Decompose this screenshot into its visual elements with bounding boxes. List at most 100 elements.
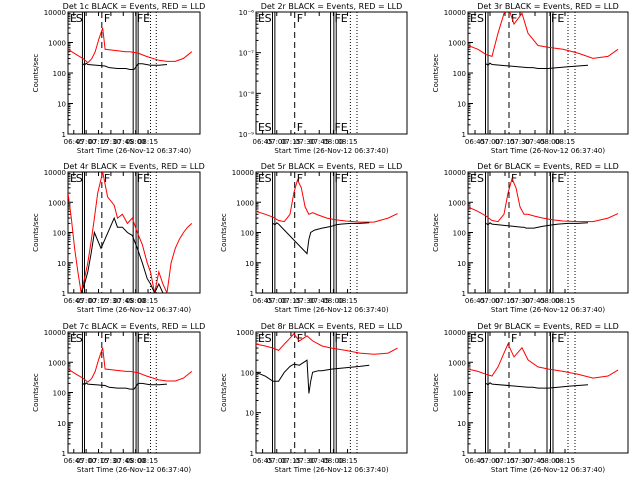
plot-frame: [255, 171, 408, 294]
marker-label: S: [76, 332, 83, 345]
chart-title: Det 6r BLACK = Events, RED = LLD: [477, 162, 619, 171]
x-tick-label: 07:45: [113, 297, 133, 305]
y-tick-label: 10000: [44, 169, 66, 177]
x-tick-label: 07:00: [480, 297, 500, 305]
marker-label: F: [297, 332, 303, 345]
series-line: [485, 222, 589, 229]
x-tick-label: 07:00: [76, 297, 96, 305]
y-tick-label: 10: [57, 420, 66, 428]
panel-2: Det 2r BLACK = Events, RED = LLD06:4507:…: [239, 2, 408, 155]
series-line: [485, 62, 589, 69]
panel-7: Det 7c BLACK = Events, RED = LLD06:4507:…: [32, 322, 205, 474]
chart-title: Det 8r BLACK = Events, RED = LLD: [261, 322, 403, 331]
x-axis-label: Start Time (26-Nov-12 06:37:40): [491, 306, 605, 314]
y-tick-label: 10: [457, 101, 466, 109]
x-axis-label: Start Time (26-Nov-12 06:37:40): [274, 147, 388, 155]
series-group: [68, 172, 193, 293]
plot-frame: [67, 331, 201, 454]
y-tick-label: 10000: [232, 169, 254, 177]
marker-label: FE: [137, 12, 150, 25]
marker-label: E: [70, 12, 77, 25]
x-tick-label: 06:45: [253, 138, 273, 146]
series-line: [485, 382, 589, 389]
panel-9: Det 9r BLACK = Events, RED = LLD 06:4507:…: [432, 322, 629, 474]
series-group: [468, 342, 619, 389]
x-tick-label: 08:00: [540, 297, 560, 305]
y-tick-label: 10⁻⁶: [239, 9, 255, 17]
plot-frame: [467, 171, 629, 294]
marker-label: S: [265, 332, 272, 345]
x-tick-label: 08:00: [540, 457, 560, 465]
x-axis-label: Start Time (26-Nov-12 06:37:40): [274, 466, 388, 474]
series-line: [468, 177, 619, 223]
x-tick-label: 07:45: [525, 138, 545, 146]
y-tick-label: 1000: [448, 359, 466, 367]
chart-title: Det 9r BLACK = Events, RED = LLD: [477, 322, 619, 331]
marker-label: S: [76, 172, 83, 185]
y-tick-label: 10⁻⁸: [239, 90, 255, 98]
y-tick-label: 1000: [448, 40, 466, 48]
series-line: [256, 178, 398, 223]
series-line: [82, 382, 168, 390]
x-tick-label: 06:45: [465, 457, 485, 465]
y-tick-label: 10: [457, 420, 466, 428]
x-tick-label: 07:15: [88, 297, 108, 305]
marker-label: E: [258, 12, 265, 25]
y-tick-label: 100: [53, 70, 66, 78]
series-line: [272, 222, 370, 255]
marker-label: E: [70, 332, 77, 345]
x-tick-label: 07:00: [267, 297, 287, 305]
x-tick-label: 06:45: [64, 138, 84, 146]
y-tick-label: 10⁻⁹: [239, 131, 255, 139]
x-tick-label: 06:45: [64, 457, 84, 465]
chart-title: Det 2r BLACK = Events, RED = LLD: [261, 2, 403, 11]
y-tick-label: 1: [62, 131, 66, 139]
plot-frame: [255, 11, 408, 135]
x-tick-label: 07:45: [113, 138, 133, 146]
x-tick-label: 08:15: [555, 297, 575, 305]
y-tick-label: 10⁻⁷: [239, 50, 255, 58]
x-tick-label: 07:15: [495, 138, 515, 146]
x-axis-label: Start Time (26-Nov-12 06:37:40): [77, 306, 191, 314]
x-tick-label: 07:30: [295, 297, 315, 305]
series-group: [468, 12, 619, 69]
series-line: [80, 216, 167, 293]
y-tick-label: 10: [245, 260, 254, 268]
y-tick-label: 100: [453, 230, 466, 238]
series-group: [68, 27, 193, 70]
x-tick-label: 07:15: [495, 297, 515, 305]
x-tick-label: 06:45: [465, 297, 485, 305]
x-tick-label: 08:15: [138, 297, 158, 305]
marker-label: FE: [551, 12, 564, 25]
x-tick-label: 07:15: [281, 457, 301, 465]
x-tick-label: 07:00: [267, 457, 287, 465]
x-tick-label: 08:15: [337, 297, 357, 305]
x-tick-label: 07:15: [281, 297, 301, 305]
marker-label: S: [477, 172, 484, 185]
x-tick-label: 06:45: [465, 138, 485, 146]
x-tick-label: 07:45: [309, 297, 329, 305]
series-line: [468, 342, 619, 379]
y-axis-label: Counts/sec: [220, 213, 228, 252]
x-tick-label: 07:00: [480, 457, 500, 465]
marker-label: FE: [334, 332, 347, 345]
x-tick-label: 06:45: [253, 457, 273, 465]
x-axis-label: Start Time (26-Nov-12 06:37:40): [274, 306, 388, 314]
plot-frame: [67, 171, 201, 294]
y-tick-label: 100: [453, 390, 466, 398]
y-tick-label: 10000: [44, 9, 66, 17]
y-axis-label: Counts/sec: [32, 373, 40, 412]
x-axis-label: Start Time (26-Nov-12 06:37:40): [491, 466, 605, 474]
x-tick-label: 08:15: [138, 138, 158, 146]
series-line: [256, 359, 370, 394]
marker-label: F: [511, 12, 517, 25]
x-tick-label: 08:00: [540, 138, 560, 146]
x-tick-label: 07:00: [480, 138, 500, 146]
x-tick-label: 08:00: [126, 457, 146, 465]
y-tick-label: 1000: [48, 359, 66, 367]
y-axis-label: Counts/sec: [432, 373, 440, 412]
panel-8: Det 8r BLACK = Events, RED = LLD06:4507:…: [220, 322, 408, 474]
marker-label: FE: [137, 332, 150, 345]
marker-label: FE: [551, 172, 564, 185]
x-tick-label: 07:30: [510, 138, 530, 146]
